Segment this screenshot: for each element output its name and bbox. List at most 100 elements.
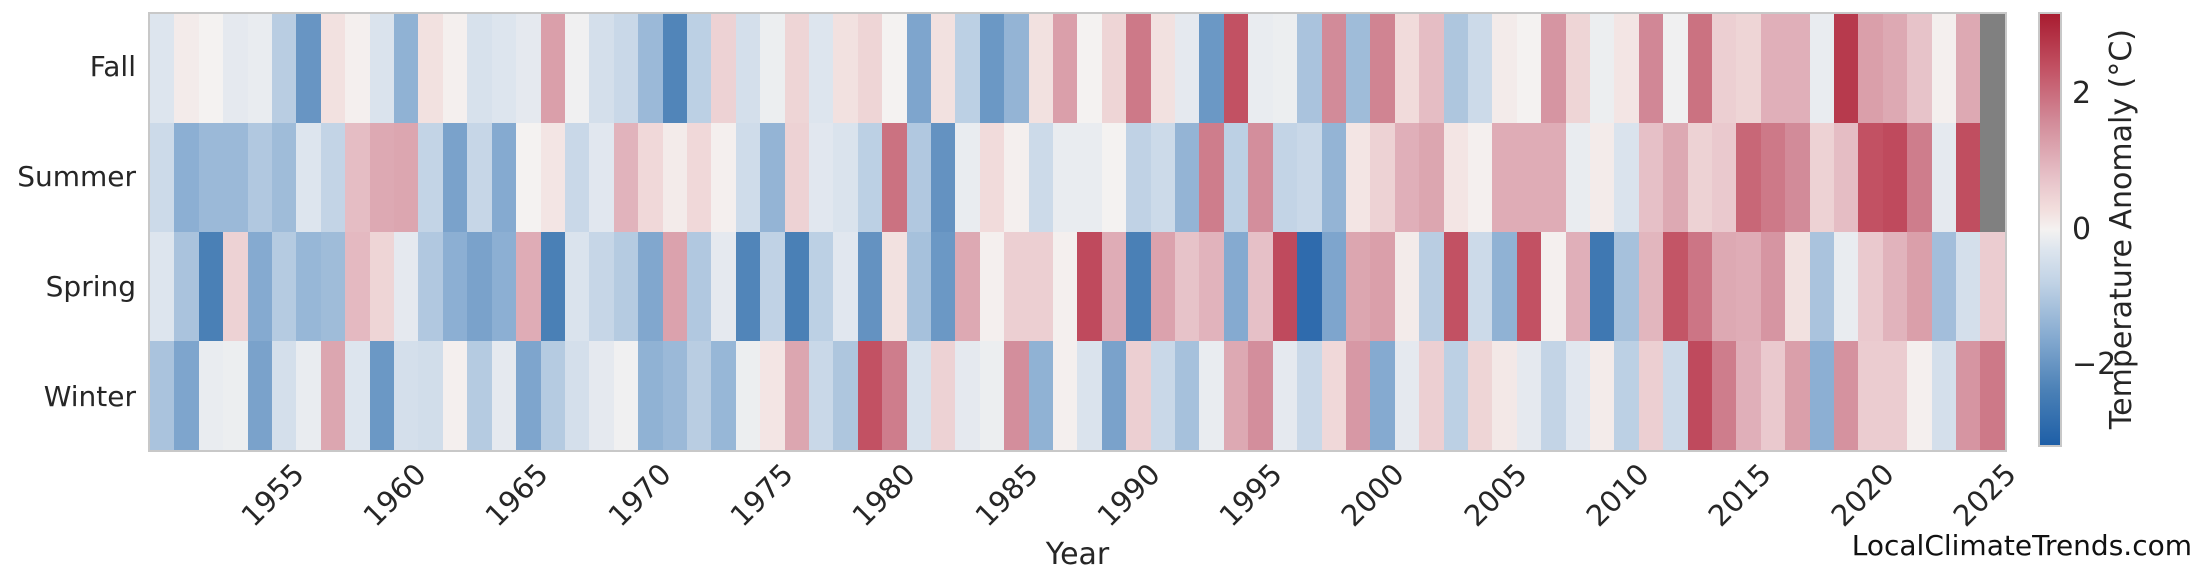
heatmap-cell [711, 232, 736, 341]
heatmap-cell [931, 123, 956, 232]
heatmap-cell [906, 14, 931, 123]
heatmap-cell [1809, 232, 1835, 341]
heatmap-cell [1004, 232, 1029, 341]
heatmap-cell [1175, 341, 1200, 450]
heatmap-cell [369, 232, 395, 341]
heatmap-cell [955, 232, 980, 341]
heatmap-cell [418, 232, 443, 341]
heatmap-cell [906, 232, 931, 341]
heatmap-cell [1956, 123, 1981, 232]
heatmap-cell [467, 341, 492, 450]
heatmap-cell [320, 232, 346, 341]
heatmap-cell [296, 123, 321, 232]
heatmap-cell [1785, 232, 1810, 341]
heatmap-cell [174, 123, 199, 232]
heatmap-cell [1712, 14, 1737, 123]
heatmap-cell [320, 123, 346, 232]
heatmap-cell [1638, 341, 1664, 450]
heatmap-cell [1565, 341, 1590, 450]
heatmap-cell [1614, 14, 1639, 123]
heatmap-cell [760, 232, 785, 341]
heatmap-cell [882, 232, 907, 341]
heatmap-cell [564, 14, 590, 123]
heatmap-cell [296, 14, 321, 123]
heatmap-cell [1101, 14, 1127, 123]
heatmap-cell [1004, 341, 1029, 450]
heatmap-cell [1394, 232, 1420, 341]
heatmap-cell [1882, 232, 1908, 341]
heatmap-cell [1150, 232, 1176, 341]
heatmap-cell [1028, 123, 1054, 232]
heatmap-cell [1077, 341, 1102, 450]
heatmap-cell [272, 341, 297, 450]
row-label-fall: Fall [89, 50, 136, 83]
heatmap-cell [394, 123, 419, 232]
heatmap-cell [1858, 232, 1883, 341]
x-tick-label: 2000 [1334, 456, 1412, 534]
heatmap-cell [491, 232, 517, 341]
heatmap-cell [1297, 341, 1322, 450]
heatmap-cell [589, 14, 614, 123]
heatmap-cell [931, 14, 956, 123]
heatmap-cell [1126, 123, 1151, 232]
heatmap-cell [1321, 14, 1346, 123]
heatmap-cell [467, 123, 492, 232]
heatmap-cell [1053, 232, 1078, 341]
heatmap-cell [1443, 232, 1468, 341]
heatmap-cell [1150, 14, 1176, 123]
heatmap-cell [369, 14, 395, 123]
colorbar-tick-label: 0 [2072, 211, 2092, 247]
heatmap-cell [1687, 341, 1712, 450]
heatmap-cell [1272, 123, 1298, 232]
heatmap-cell [1199, 123, 1224, 232]
heatmap-cell [150, 232, 175, 341]
heatmap-cell [882, 341, 907, 450]
heatmap-cell [1638, 232, 1664, 341]
heatmap-cell [1175, 123, 1200, 232]
heatmap-cell [1614, 123, 1639, 232]
heatmap-cell [198, 341, 224, 450]
heatmap-cell [1004, 123, 1029, 232]
heatmap-cell [1760, 123, 1786, 232]
heatmap-cell [833, 123, 858, 232]
heatmap-cell [442, 123, 468, 232]
heatmap-cell [1541, 232, 1566, 341]
heatmap-cell [394, 341, 419, 450]
heatmap-cell [1712, 123, 1737, 232]
x-tick-label: 1970 [601, 456, 678, 534]
heatmap-cell [320, 14, 346, 123]
heatmap-cell [857, 341, 883, 450]
heatmap-cell [1712, 232, 1737, 341]
heatmap-cell [223, 14, 248, 123]
heatmap-cell [1589, 123, 1615, 232]
heatmap-cell [1467, 14, 1493, 123]
heatmap-cell [1614, 341, 1639, 450]
heatmap-cell [1321, 123, 1346, 232]
heatmap-cell [174, 232, 199, 341]
heatmap-cell [1419, 14, 1444, 123]
heatmap-cell [1492, 341, 1517, 450]
heatmap-cell [1516, 123, 1542, 232]
heatmap-cell [1516, 14, 1542, 123]
heatmap-cell [1492, 14, 1517, 123]
heatmap-cell [540, 341, 565, 450]
heatmap-cell [1858, 123, 1883, 232]
heatmap-cell [1101, 123, 1127, 232]
heatmap-cell [1956, 14, 1981, 123]
heatmap-cell [1321, 341, 1346, 450]
heatmap-cell [418, 123, 443, 232]
heatmap-cell [345, 341, 370, 450]
heatmap-row-fall [150, 14, 2005, 123]
heatmap-cell [662, 341, 687, 450]
heatmap-cell [906, 123, 931, 232]
heatmap-cell [564, 232, 590, 341]
heatmap-cell [418, 14, 443, 123]
heatmap-cell [931, 232, 956, 341]
heatmap-cell [1834, 123, 1859, 232]
heatmap-cell [979, 341, 1005, 450]
heatmap-cell [442, 232, 468, 341]
heatmap-cell [1785, 123, 1810, 232]
heatmap-cell [1785, 14, 1810, 123]
heatmap-cell [1638, 14, 1664, 123]
x-tick-label: 1975 [723, 456, 800, 534]
